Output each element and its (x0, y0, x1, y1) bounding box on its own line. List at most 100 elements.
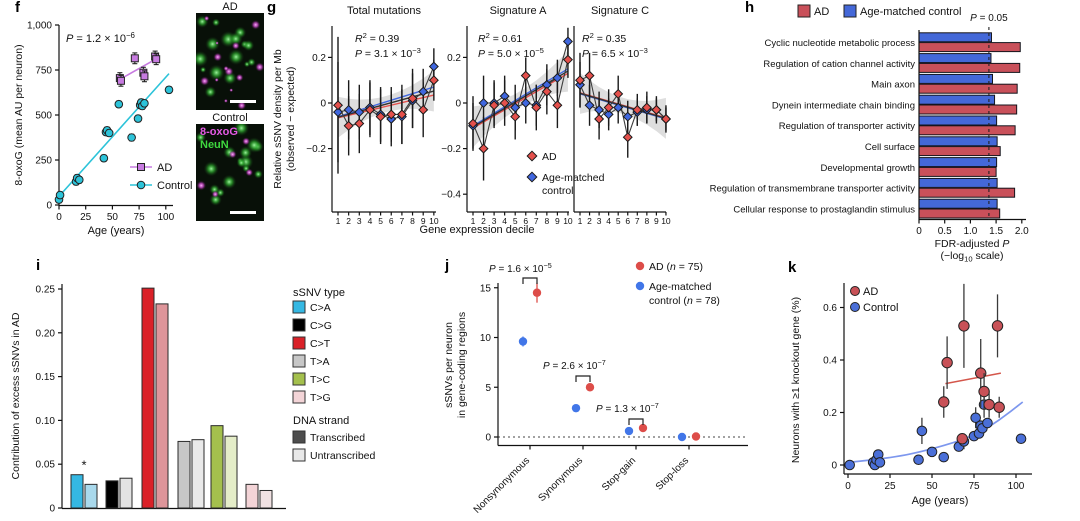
svg-text:T>C: T>C (310, 374, 331, 386)
svg-text:Age-matched: Age-matched (542, 172, 605, 184)
panel-label-k: k (788, 259, 797, 276)
legend-i: sSNV type C>A C>G C>T T>A T>C T>G DNA strand Tra… (292, 287, 376, 462)
svg-text:1,000: 1,000 (27, 21, 52, 32)
svg-text:control (n = 78): control (n = 78) (649, 295, 720, 307)
svg-text:R2 = 0.35: R2 = 0.35 (582, 31, 626, 45)
svg-text:P = 1.2 × 10−6: P = 1.2 × 10−6 (66, 31, 136, 45)
bar-pair-T-C (210, 425, 238, 509)
svg-text:Transcribed: Transcribed (310, 432, 365, 444)
control-series (54, 85, 174, 204)
svg-text:2: 2 (346, 216, 351, 226)
svg-text:0: 0 (320, 99, 326, 110)
svg-text:0.4: 0.4 (823, 356, 837, 367)
legend-k: AD Control (850, 286, 898, 314)
svg-text:Signature C: Signature C (591, 5, 649, 17)
svg-text:0: 0 (49, 504, 55, 515)
svg-text:control: control (542, 185, 574, 197)
svg-text:Contribution of excess sSNVs i: Contribution of excess sSNVs in AD (10, 312, 22, 479)
svg-text:AD: AD (542, 151, 557, 163)
svg-text:P = 1.6 × 10−5: P = 1.6 × 10−5 (489, 261, 552, 275)
svg-text:P = 1.3 × 10−7: P = 1.3 × 10−7 (596, 401, 659, 415)
svg-text:0.25: 0.25 (36, 285, 56, 296)
category-label: Stop-gain (600, 455, 638, 493)
svg-text:1: 1 (578, 216, 583, 226)
category-label: Developmental growth (820, 163, 915, 174)
svg-text:4: 4 (502, 216, 507, 226)
category-label: Regulation of cation channel activity (763, 59, 915, 70)
panel-label-i: i (36, 257, 41, 274)
svg-text:10: 10 (480, 333, 492, 344)
panel-j-plot: sSNVs per neuron in gene-coding regions 0 5… (443, 261, 748, 516)
svg-text:0: 0 (455, 99, 461, 110)
svg-text:500: 500 (35, 111, 52, 122)
svg-text:50: 50 (926, 481, 938, 492)
svg-text:4: 4 (606, 216, 611, 226)
svg-text:Neurons with ≥1 knockout gene: Neurons with ≥1 knockout gene (%) (790, 297, 802, 463)
svg-text:R2 = 0.39: R2 = 0.39 (355, 31, 399, 45)
category-label: Synonymous (536, 455, 585, 504)
svg-text:2: 2 (481, 216, 486, 226)
svg-text:0: 0 (845, 481, 851, 492)
svg-text:T>A: T>A (310, 356, 330, 368)
svg-text:8-oxoG (mean AU per neuron): 8-oxoG (mean AU per neuron) (13, 44, 25, 185)
svg-text:sSNVs per neuron: sSNVs per neuron (443, 322, 455, 408)
svg-text:AD (n = 75): AD (n = 75) (649, 261, 703, 273)
panel-h-plot: AD Age-matched control Cyclic nucleotide m… (710, 4, 1029, 264)
svg-text:0.05: 0.05 (36, 460, 56, 471)
svg-text:*: * (81, 458, 86, 473)
stain-label-8oxog: 8-oxoG (200, 126, 238, 138)
svg-text:AD: AD (157, 162, 172, 174)
svg-text:0: 0 (831, 461, 837, 472)
svg-text:0: 0 (485, 433, 491, 444)
svg-text:P = 6.5 × 10−3: P = 6.5 × 10−3 (582, 46, 648, 60)
panel-label-g: g (267, 0, 277, 16)
svg-text:3: 3 (492, 216, 497, 226)
subplot-signature-c: 1 2 3 4 5 6 7 8 9 10 Signature C R2 = 0.35P = 6.5 ×… (573, 5, 671, 226)
svg-text:−0.2: −0.2 (441, 144, 461, 155)
svg-text:75: 75 (134, 212, 146, 223)
category-label: Cellular response to prostaglandin stimu… (733, 204, 915, 215)
svg-text:1: 1 (336, 216, 341, 226)
svg-text:AD: AD (814, 6, 829, 18)
svg-text:8: 8 (544, 216, 549, 226)
svg-text:100: 100 (157, 212, 174, 223)
svg-text:25: 25 (80, 212, 92, 223)
svg-text:6: 6 (389, 216, 394, 226)
svg-text:1: 1 (471, 216, 476, 226)
svg-text:15: 15 (480, 283, 492, 294)
svg-text:2: 2 (587, 216, 592, 226)
svg-text:DNA strand: DNA strand (293, 415, 349, 427)
bar-pair-C-A (70, 474, 98, 509)
svg-text:Control: Control (157, 180, 192, 192)
svg-text:Age (years): Age (years) (912, 495, 969, 507)
svg-text:0: 0 (56, 212, 62, 223)
svg-text:5: 5 (485, 383, 491, 394)
svg-text:C>G: C>G (310, 320, 332, 332)
category-label: Nonsynonymous (472, 455, 532, 515)
svg-text:0.2: 0.2 (447, 53, 461, 64)
svg-text:10: 10 (661, 216, 671, 226)
bar-pair-T-G (245, 483, 273, 509)
svg-text:9: 9 (654, 216, 659, 226)
ad-series (938, 283, 1005, 445)
svg-text:Gene expression decile: Gene expression decile (420, 224, 535, 236)
svg-text:0.10: 0.10 (36, 416, 56, 427)
panel-k-plot: 0 25 50 75 100 0 0.2 0.4 0.6 Neurons with ≥1 knoc… (790, 283, 1032, 507)
svg-text:Age-matched: Age-matched (649, 281, 712, 293)
svg-text:C>T: C>T (310, 338, 331, 350)
svg-text:−0.4: −0.4 (441, 190, 461, 201)
svg-text:0: 0 (46, 201, 52, 212)
svg-text:P = 3.1 × 10−3: P = 3.1 × 10−3 (355, 46, 421, 60)
svg-text:0.5: 0.5 (938, 226, 952, 237)
svg-text:50: 50 (107, 212, 119, 223)
legend-h: AD Age-matched control (797, 4, 962, 18)
panel-g-plot: Relative sSNV density per Mb (observed − … (272, 5, 671, 236)
svg-text:Age-matched control: Age-matched control (860, 6, 962, 18)
svg-text:0.15: 0.15 (36, 372, 56, 383)
svg-text:(−log10 scale): (−log10 scale) (940, 250, 1003, 264)
micrograph-control (196, 124, 264, 221)
svg-text:C>A: C>A (310, 302, 331, 314)
svg-text:10: 10 (563, 216, 573, 226)
svg-text:6: 6 (625, 216, 630, 226)
